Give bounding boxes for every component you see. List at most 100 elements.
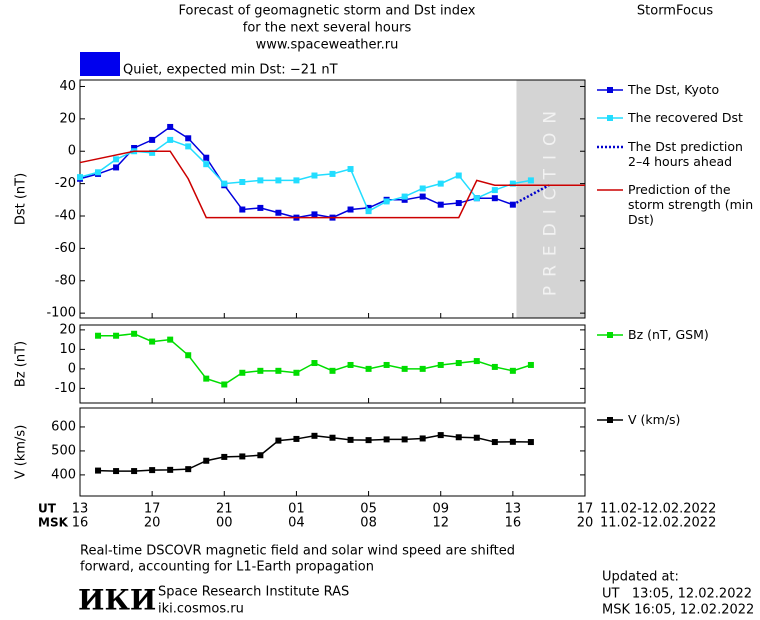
series-line bbox=[98, 333, 532, 386]
point bbox=[401, 196, 408, 203]
date-range: 11.02-12.02.2022 bbox=[600, 502, 716, 517]
point bbox=[455, 172, 462, 179]
point bbox=[113, 468, 120, 475]
point bbox=[437, 361, 444, 368]
plot-frame bbox=[79, 79, 586, 319]
point bbox=[509, 438, 516, 445]
point bbox=[437, 180, 444, 187]
title: Forecast of geomagnetic storm and Dst in… bbox=[178, 4, 475, 19]
x-tick-label-msk: 20 bbox=[577, 516, 594, 531]
x-tick-label-msk: 20 bbox=[144, 516, 161, 531]
y-axis-label: Dst (nT) bbox=[14, 173, 29, 225]
site: iki.cosmos.ru bbox=[158, 602, 244, 617]
point bbox=[185, 352, 192, 359]
point bbox=[95, 169, 102, 176]
plot-frame bbox=[79, 407, 586, 497]
x-axis-label: UT bbox=[38, 502, 57, 516]
point bbox=[473, 434, 480, 441]
point bbox=[347, 436, 354, 443]
x-axis-label: MSK bbox=[38, 516, 69, 530]
point bbox=[221, 453, 228, 460]
y-tick-label: -20 bbox=[55, 176, 76, 191]
y-tick-label: -100 bbox=[46, 306, 76, 321]
point bbox=[329, 434, 336, 441]
point bbox=[131, 468, 138, 475]
point bbox=[275, 209, 282, 216]
point bbox=[473, 195, 480, 202]
y-tick-label: 10 bbox=[59, 342, 76, 357]
point bbox=[473, 358, 480, 365]
point bbox=[293, 435, 300, 442]
point bbox=[293, 177, 300, 184]
point bbox=[419, 365, 426, 372]
point bbox=[383, 361, 390, 368]
x-tick-label: 01 bbox=[288, 502, 305, 517]
point bbox=[311, 172, 318, 179]
legend-label: The Dst, Kyoto bbox=[628, 82, 720, 97]
updated-msk: MSK 16:05, 12.02.2022 bbox=[602, 603, 754, 618]
x-tick-label-msk: 08 bbox=[360, 516, 377, 531]
point bbox=[437, 432, 444, 439]
point bbox=[257, 177, 264, 184]
point bbox=[527, 439, 534, 446]
point bbox=[167, 466, 174, 473]
point bbox=[113, 332, 120, 339]
point bbox=[311, 432, 318, 439]
point bbox=[401, 193, 408, 200]
x-tick-label: 13 bbox=[72, 502, 89, 517]
prediction-region bbox=[516, 80, 585, 318]
point bbox=[221, 381, 228, 388]
footer-note: Real-time DSCOVR magnetic field and sola… bbox=[80, 544, 515, 559]
point bbox=[149, 149, 156, 156]
point bbox=[95, 332, 102, 339]
series-line bbox=[98, 434, 531, 472]
x-tick-label-msk: 16 bbox=[72, 516, 89, 531]
legend-label: Bz (nT, GSM) bbox=[628, 327, 709, 342]
point bbox=[185, 143, 192, 150]
point bbox=[257, 367, 264, 374]
point bbox=[419, 185, 426, 192]
point bbox=[365, 204, 372, 211]
point bbox=[131, 330, 138, 337]
point bbox=[365, 437, 372, 444]
footer-note: forward, accounting for L1-Earth propaga… bbox=[80, 560, 374, 575]
x-tick-label-msk: 12 bbox=[432, 516, 449, 531]
point bbox=[311, 211, 318, 218]
status-text: Quiet, expected min Dst: −21 nT bbox=[123, 63, 338, 78]
point bbox=[149, 467, 156, 474]
point bbox=[221, 180, 228, 187]
point bbox=[347, 206, 354, 213]
point bbox=[527, 177, 534, 184]
point bbox=[275, 437, 282, 444]
title: www.spaceweather.ru bbox=[256, 38, 399, 53]
point bbox=[257, 204, 264, 211]
point bbox=[509, 367, 516, 374]
legend-marker bbox=[607, 332, 613, 338]
x-tick-label-msk: 16 bbox=[505, 516, 522, 531]
series-line bbox=[79, 150, 585, 219]
point bbox=[527, 361, 534, 368]
legend-label: Prediction of the storm strength (min Ds… bbox=[628, 182, 754, 227]
point bbox=[401, 365, 408, 372]
point bbox=[113, 164, 120, 171]
point bbox=[347, 166, 354, 173]
y-tick-label: 0 bbox=[68, 361, 76, 376]
y-tick-label: 600 bbox=[51, 419, 76, 434]
point bbox=[185, 466, 192, 473]
point bbox=[239, 179, 246, 185]
point bbox=[275, 367, 282, 374]
y-tick-label: 40 bbox=[59, 79, 76, 94]
point bbox=[383, 198, 390, 205]
point bbox=[311, 360, 318, 367]
y-tick-label: -80 bbox=[55, 273, 76, 288]
point bbox=[203, 375, 210, 382]
updated-ut: UT 13:05, 12.02.2022 bbox=[602, 587, 752, 602]
x-tick-label: 05 bbox=[360, 502, 377, 517]
legend-marker bbox=[607, 87, 613, 93]
point bbox=[239, 206, 246, 213]
updated-label: Updated at: bbox=[602, 570, 679, 585]
point bbox=[131, 145, 138, 151]
point bbox=[149, 338, 156, 345]
legend-label: The recovered Dst bbox=[628, 110, 743, 125]
point bbox=[239, 453, 246, 460]
